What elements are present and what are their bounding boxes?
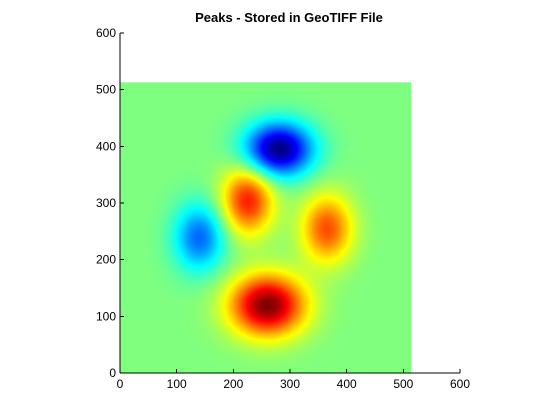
heatmap-raster bbox=[120, 82, 411, 374]
x-tick-label: 100 bbox=[167, 377, 187, 391]
y-tick-label: 0 bbox=[109, 366, 116, 380]
plot-area: 0 100 200 300 400 500 600 0 100 200 300 400 500 600 bbox=[96, 26, 470, 391]
y-tick-label: 100 bbox=[96, 309, 116, 323]
y-tick-label: 300 bbox=[96, 196, 116, 210]
x-tick-label: 0 bbox=[117, 377, 124, 391]
x-tick-label: 300 bbox=[280, 377, 300, 391]
heatmap-image bbox=[120, 82, 411, 374]
y-tick-label: 400 bbox=[96, 139, 116, 153]
chart-title: Peaks - Stored in GeoTIFF File bbox=[195, 10, 383, 25]
x-tick-label: 600 bbox=[450, 377, 470, 391]
y-axis-ticks: 0 100 200 300 400 500 600 bbox=[96, 26, 124, 380]
y-tick-label: 600 bbox=[96, 26, 116, 40]
y-tick-label: 500 bbox=[96, 83, 116, 97]
y-tick-label: 200 bbox=[96, 253, 116, 267]
x-axis-ticks: 0 100 200 300 400 500 600 bbox=[117, 369, 470, 391]
x-tick-label: 400 bbox=[337, 377, 357, 391]
x-tick-label: 500 bbox=[393, 377, 413, 391]
x-tick-label: 200 bbox=[223, 377, 243, 391]
